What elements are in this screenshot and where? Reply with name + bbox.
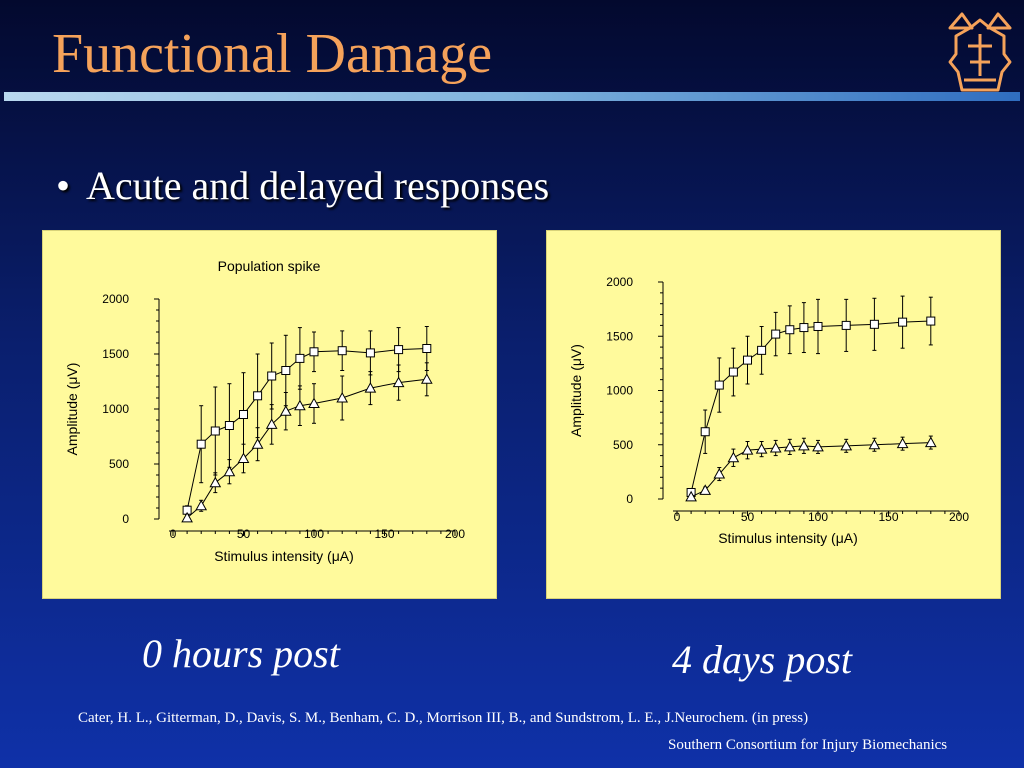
data-point-triangle xyxy=(783,440,796,452)
caption-left: 0 hours post xyxy=(142,631,340,676)
data-point-triangle xyxy=(769,441,782,453)
data-point-triangle xyxy=(755,443,768,454)
series-line-triangle xyxy=(690,442,931,498)
y-tick-label: 2000 xyxy=(606,275,633,289)
data-point-square xyxy=(743,355,752,365)
data-point-triangle xyxy=(420,373,433,384)
data-point-triangle xyxy=(181,511,193,523)
data-point-square xyxy=(196,439,206,449)
chart-panel-left: Population spike 0 500 1000 1500 2000 0 50 100 15… xyxy=(42,230,497,599)
x-tick-label: 0 xyxy=(674,510,681,524)
chart-panel-right: 0 500 1000 1500 2000 0 50 100 150 200 Stimulus int… xyxy=(546,230,1001,599)
data-point-square xyxy=(757,345,767,355)
data-point-triangle xyxy=(812,440,824,452)
chart-right: 0 500 1000 1500 2000 0 50 100 150 200 Stimulus int… xyxy=(568,275,969,546)
data-point-square xyxy=(728,367,738,377)
bullet-item: • Acute and delayed responses xyxy=(56,162,549,209)
y-tick-label: 1500 xyxy=(606,329,633,343)
series-line-square xyxy=(186,348,427,511)
data-point-triangle xyxy=(741,444,754,455)
data-point-triangle xyxy=(195,499,208,511)
x-tick-label: 50 xyxy=(741,510,755,524)
data-point-square xyxy=(785,325,795,335)
slide-title: Functional Damage xyxy=(52,23,493,85)
data-point-triangle xyxy=(713,468,726,479)
data-point-square xyxy=(337,346,347,356)
data-point-triangle xyxy=(251,438,264,449)
x-tick-label: 200 xyxy=(949,510,969,524)
y-axis-label: Amplitude (μV) xyxy=(64,363,80,456)
data-point-triangle xyxy=(896,437,909,449)
caption-right: 4 days post xyxy=(672,637,852,682)
data-point-square xyxy=(422,344,432,353)
data-point-square xyxy=(239,410,248,419)
y-tick-label: 1000 xyxy=(102,402,129,416)
data-point-square xyxy=(224,421,234,430)
data-point-triangle xyxy=(279,405,292,416)
data-point-square xyxy=(841,320,851,330)
x-axis-label: Stimulus intensity (μA) xyxy=(718,530,858,546)
data-point-triangle xyxy=(336,391,349,403)
x-tick-label: 100 xyxy=(304,527,324,541)
bullet-dot-icon: • xyxy=(56,163,71,208)
x-tick-label: 50 xyxy=(237,527,251,541)
data-point-triangle xyxy=(237,452,250,463)
data-point-triangle xyxy=(392,376,405,388)
data-point-square xyxy=(700,427,710,437)
y-tick-label: 2000 xyxy=(102,292,129,306)
data-point-square xyxy=(926,316,936,326)
data-point-square xyxy=(309,347,319,357)
x-tick-label: 150 xyxy=(878,510,898,524)
data-point-triangle xyxy=(727,451,740,463)
y-tick-label: 1500 xyxy=(102,347,129,361)
crown-shield-icon xyxy=(948,12,1012,92)
data-point-square xyxy=(799,323,809,333)
data-point-triangle xyxy=(840,439,853,451)
data-point-triangle xyxy=(209,476,222,488)
title-underline-bar xyxy=(4,92,1020,101)
data-point-square xyxy=(210,426,220,436)
chart-title: Population spike xyxy=(218,258,321,274)
y-axis-label: Amplitude (μV) xyxy=(568,344,584,437)
data-point-square xyxy=(813,321,823,331)
data-point-square xyxy=(295,353,305,363)
y-tick-label: 0 xyxy=(626,492,633,506)
series-line-triangle xyxy=(186,378,427,519)
bullet-text: Acute and delayed responses xyxy=(86,163,550,208)
footer: Southern Consortium for Injury Biomechan… xyxy=(668,737,948,753)
y-tick-label: 1000 xyxy=(606,384,633,398)
data-point-triangle xyxy=(364,382,377,393)
data-point-triangle xyxy=(699,484,712,495)
y-tick-label: 500 xyxy=(109,457,129,471)
data-point-square xyxy=(714,380,724,390)
y-tick-label: 0 xyxy=(122,512,129,526)
x-axis-label: Stimulus intensity (μA) xyxy=(214,548,354,564)
data-point-square xyxy=(365,348,375,358)
data-point-triangle xyxy=(798,439,810,451)
data-point-square xyxy=(869,319,879,329)
x-tick-label: 150 xyxy=(374,527,394,541)
data-point-square xyxy=(394,345,404,355)
data-point-triangle xyxy=(265,418,278,429)
data-point-square xyxy=(771,329,781,339)
x-tick-label: 0 xyxy=(170,527,177,541)
data-point-triangle xyxy=(685,490,697,502)
data-point-triangle xyxy=(294,399,306,411)
data-point-triangle xyxy=(868,438,881,450)
y-tick-label: 500 xyxy=(613,438,633,452)
x-tick-label: 200 xyxy=(445,527,465,541)
citation: Cater, H. L., Gitterman, D., Davis, S. M… xyxy=(78,710,809,726)
data-point-square xyxy=(281,366,291,375)
series-line-square xyxy=(690,320,931,493)
data-point-triangle xyxy=(308,397,320,408)
data-point-square xyxy=(267,371,277,381)
data-point-square xyxy=(898,317,908,327)
chart-left: Population spike 0 500 1000 1500 2000 0 50 100 15… xyxy=(64,258,465,564)
data-point-triangle xyxy=(223,465,236,477)
data-point-square xyxy=(253,391,263,401)
data-point-triangle xyxy=(924,436,937,448)
x-tick-label: 100 xyxy=(808,510,828,524)
